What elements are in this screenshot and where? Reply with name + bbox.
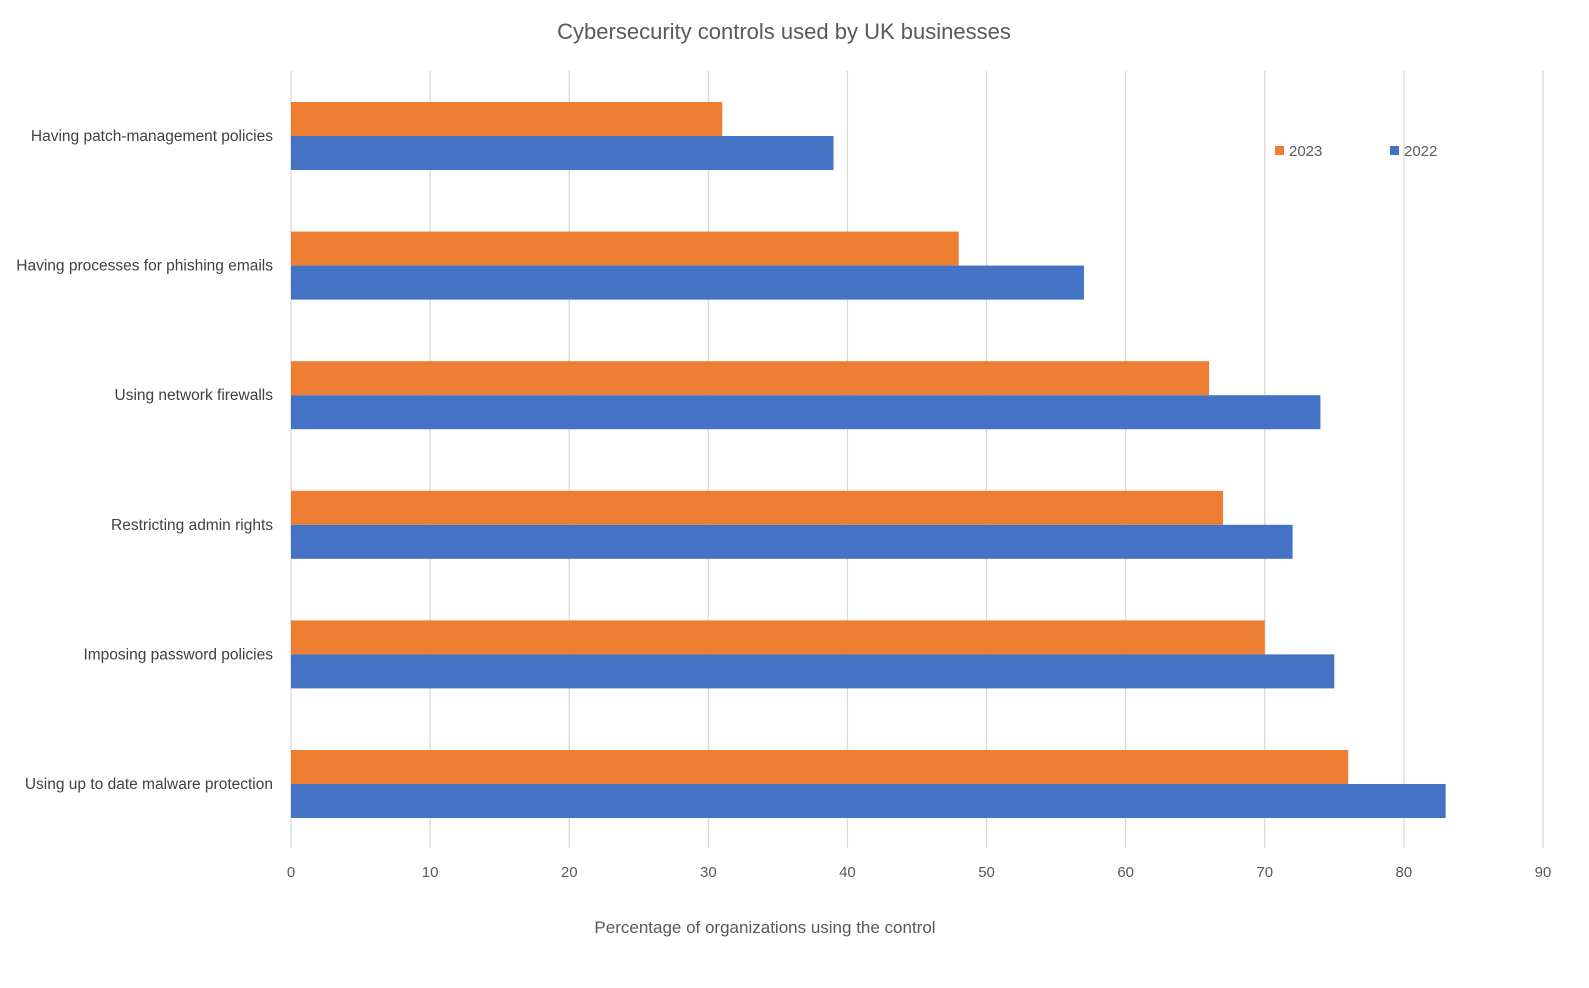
x-tick-label: 70 [1256, 864, 1273, 881]
bar-2022 [291, 654, 1335, 689]
legend-swatch-2022 [1390, 146, 1399, 155]
x-tick-label: 40 [839, 864, 856, 881]
chart-title: Cybersecurity controls used by UK busine… [557, 19, 1011, 44]
bar-2023 [291, 231, 959, 266]
category-label: Having patch-management policies [31, 128, 273, 145]
category-labels: Having patch-management policies Having p… [16, 128, 273, 793]
category-label: Imposing password policies [83, 646, 273, 663]
legend-swatch-2023 [1275, 146, 1284, 155]
bar-2022 [291, 524, 1293, 559]
x-tick-label: 90 [1535, 864, 1552, 881]
x-axis-label: Percentage of organizations using the co… [594, 918, 935, 937]
x-tick-label: 30 [700, 864, 717, 881]
x-tick-label: 0 [287, 864, 295, 881]
bar-2022 [291, 136, 834, 170]
x-tick-label: 60 [1117, 864, 1134, 881]
bar-2023 [291, 750, 1349, 784]
bar-2022 [291, 784, 1446, 818]
x-tick-labels: 0 10 20 30 40 50 60 70 80 90 [287, 864, 1552, 881]
x-tick-label: 10 [422, 864, 439, 881]
legend: 2023 2022 [1275, 143, 1437, 160]
bar-2022 [291, 265, 1084, 300]
category-label: Having processes for phishing emails [16, 258, 273, 275]
gridlines [290, 71, 1544, 848]
x-tick-label: 80 [1396, 864, 1413, 881]
x-tick-label: 50 [978, 864, 995, 881]
bar-2023 [291, 361, 1210, 396]
category-label: Using up to date malware protection [25, 776, 273, 793]
x-tick-label: 20 [561, 864, 578, 881]
legend-label-2022: 2022 [1404, 143, 1437, 160]
category-label: Using network firewalls [115, 387, 274, 404]
category-label: Restricting admin rights [111, 517, 273, 534]
bar-2022 [291, 395, 1321, 430]
bars [291, 102, 1446, 818]
legend-label-2023: 2023 [1289, 143, 1322, 160]
bar-2023 [291, 620, 1265, 655]
bar-2023 [291, 490, 1224, 525]
bar-2023 [291, 102, 723, 136]
